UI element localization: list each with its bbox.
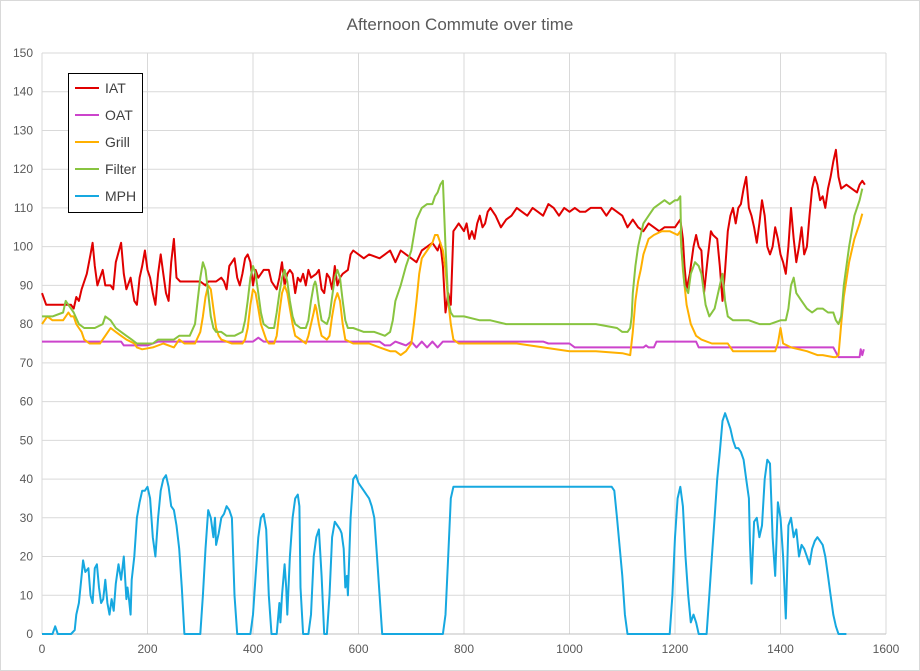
y-tick-label: 10	[20, 588, 34, 602]
legend-swatch	[75, 114, 99, 116]
y-tick-label: 30	[20, 511, 34, 525]
legend-label: IAT	[105, 80, 126, 96]
chart-title: Afternoon Commute over time	[346, 15, 574, 34]
y-tick-label: 60	[20, 395, 34, 409]
x-tick-label: 1000	[556, 642, 583, 656]
x-tick-label: 200	[137, 642, 157, 656]
x-tick-label: 600	[348, 642, 368, 656]
series-line-oat	[42, 336, 865, 359]
x-tick-label: 0	[39, 642, 46, 656]
legend-label: Filter	[105, 161, 137, 177]
y-tick-label: 40	[20, 472, 34, 486]
legend-swatch	[75, 195, 99, 197]
series-line-filter	[42, 179, 864, 345]
tick-labels: 0 10 20 30 40 50 60 70 80 90 100 110 120 130 140 150 0 20…	[13, 46, 900, 656]
y-tick-label: 130	[13, 123, 33, 137]
legend-swatch	[75, 87, 99, 89]
axes	[41, 53, 886, 635]
legend-swatch	[75, 141, 99, 143]
x-tick-label: 1600	[873, 642, 900, 656]
legend-swatch	[75, 168, 99, 170]
y-tick-label: 80	[20, 317, 34, 331]
y-tick-label: 70	[20, 356, 34, 370]
y-tick-label: 90	[20, 278, 34, 292]
legend-item-oat: OAT	[75, 105, 133, 125]
legend-item-grill: Grill	[75, 132, 130, 152]
legend-label: MPH	[105, 188, 137, 204]
y-tick-label: 100	[13, 240, 33, 254]
series-line-mph	[42, 412, 847, 635]
series-line-iat	[41, 148, 866, 314]
y-tick-label: 50	[20, 433, 34, 447]
legend-label: Grill	[105, 134, 130, 150]
y-tick-label: 140	[13, 85, 33, 99]
x-tick-label: 1200	[662, 642, 689, 656]
legend: IAT OAT Grill Filter MPH	[68, 73, 143, 213]
y-tick-label: 150	[13, 46, 33, 60]
legend-item-mph: MPH	[75, 186, 136, 206]
series-lines	[41, 148, 866, 635]
series-line-grill	[41, 213, 864, 359]
y-tick-label: 0	[26, 627, 33, 641]
x-tick-label: 800	[454, 642, 474, 656]
legend-item-iat: IAT	[75, 78, 126, 98]
legend-label: OAT	[105, 107, 133, 123]
y-tick-label: 20	[20, 550, 34, 564]
x-tick-label: 1400	[767, 642, 794, 656]
x-tick-label: 400	[243, 642, 263, 656]
y-tick-label: 110	[14, 201, 33, 215]
legend-item-filter: Filter	[75, 159, 136, 179]
y-tick-label: 120	[13, 162, 33, 176]
